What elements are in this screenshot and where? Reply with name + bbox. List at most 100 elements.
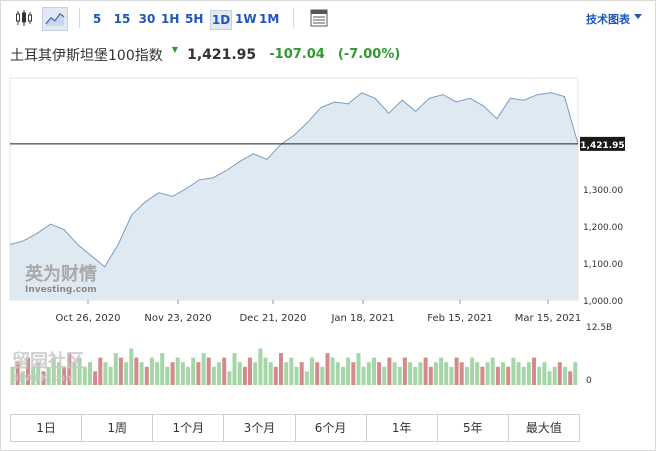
volume-bar [325,353,330,385]
volume-bar [330,357,335,385]
range-button-3[interactable]: 3个月 [224,415,296,441]
timeframe-15-button[interactable]: 15 [113,12,131,26]
volume-bar [485,362,490,385]
price-axis: 1,300.00 1,200.00 1,100.00 1,000.00 [583,186,623,307]
candlestick-chart-icon[interactable] [14,8,34,28]
current-price-tag [580,136,625,151]
volume-bar [351,362,356,385]
volume-bar [521,366,526,385]
timeframe-1d-button[interactable]: 1D [210,10,232,30]
date-axis-label: Mar 15, 2021 [515,313,582,324]
table-icon[interactable] [309,8,329,28]
volume-bar [206,357,211,385]
current-price-label: 1,421.95 [580,141,624,151]
volume-bar [165,366,170,385]
volume-bar [26,357,30,385]
volume-bar [294,366,299,385]
volume-bar [211,366,216,385]
volume-bar [237,362,242,385]
volume-bar [475,362,480,385]
price-area [9,77,579,301]
range-button-7[interactable]: 最大值 [525,421,562,435]
volume-bar [186,366,191,385]
date-axis-label: Nov 23, 2020 [144,313,211,324]
instrument-name: 土耳其伊斯坦堡100指数 [10,47,163,64]
range-button-6[interactable]: 5年 [438,415,509,441]
down-arrow-icon: ▼ [171,45,178,54]
volume-bar [77,357,82,385]
volume-bar [372,357,376,385]
volume-bar [320,366,325,385]
range-selector: 1日 1周 1个月 3个月 6个月 1年 5年 最大值 [10,414,580,442]
volume-bar [88,362,92,385]
price-axis-label: 1,300.00 [583,186,623,196]
volume-bar [160,353,165,385]
timeframe-1m-button[interactable]: 1M [259,12,280,26]
volume-bar [98,357,103,385]
volume-bar [501,362,505,385]
overlay-watermark-subtext: 6PARK.com [12,373,76,384]
dropdown-arrow-icon[interactable] [634,14,642,19]
volume-bar [129,348,134,385]
volume-bar [284,362,289,385]
volume-bar [155,362,160,385]
volume-bar [387,357,392,385]
volume-bar [356,353,361,385]
volume-bar [289,357,294,385]
volume-bar [15,362,20,385]
volume-bar [433,362,438,385]
volume-bar [341,366,345,385]
volume-bar [495,366,500,385]
volume-bar [573,362,578,385]
reference-line: 1,421.95 [10,136,625,151]
volume-bar [480,366,485,385]
toolbar-divider [79,8,80,28]
price-line [9,92,579,268]
volume-bar [449,366,454,385]
volume-bar [423,357,428,385]
toolbar-divider [293,8,294,28]
volume-bar [511,357,516,385]
volume-bar [93,371,98,385]
volume-bar [310,357,314,385]
timeframe-1h-button[interactable]: 1H [161,12,180,26]
volume-bar [279,353,283,385]
area-chart-icon[interactable] [42,7,68,31]
volume-bar [397,366,402,385]
volume-bar [377,362,382,385]
volume-bar [222,357,227,385]
volume-bar [72,362,77,385]
volume-bar [552,366,557,385]
range-button-5[interactable]: 1年 [367,415,438,441]
volume-bar [516,362,521,385]
price-chart[interactable]: 1,421.95 1,300.00 1,200.00 1,100.00 1,000.0… [0,70,656,400]
instrument-change-pct: (-7.00%) [337,47,401,62]
tech-chart-link[interactable]: 技术图表 [586,13,630,26]
timeframe-1w-button[interactable]: 1W [235,12,257,26]
volume-bar [139,362,144,385]
volume-bar [547,371,552,385]
volume-bar [382,366,387,385]
volume-bar [444,362,449,385]
timeframe-30-button[interactable]: 30 [138,12,156,26]
volume-bar [361,366,366,385]
instrument-change: -107.04 [269,47,325,62]
timeframe-5h-button[interactable]: 5H [185,12,204,26]
volume-bar [299,362,304,385]
range-button-1[interactable]: 1周 [82,415,154,441]
range-button-2[interactable]: 1个月 [153,415,225,441]
price-axis-label: 1,200.00 [583,223,623,233]
volume-bar [232,353,237,385]
timeframe-5-button[interactable]: 5 [92,12,102,26]
volume-bar [439,357,444,385]
volume-bar [180,362,185,385]
volume-bar [217,362,221,385]
overlay-watermark-text: 留园社区 [12,350,84,372]
date-axis-label: Oct 26, 2020 [56,313,121,324]
range-button-4[interactable]: 6个月 [296,415,367,441]
volume-bar [191,357,196,385]
volume-bar [568,371,573,385]
range-button-0[interactable]: 1日 [11,415,83,441]
date-axis-label: Jan 18, 2021 [330,313,394,324]
